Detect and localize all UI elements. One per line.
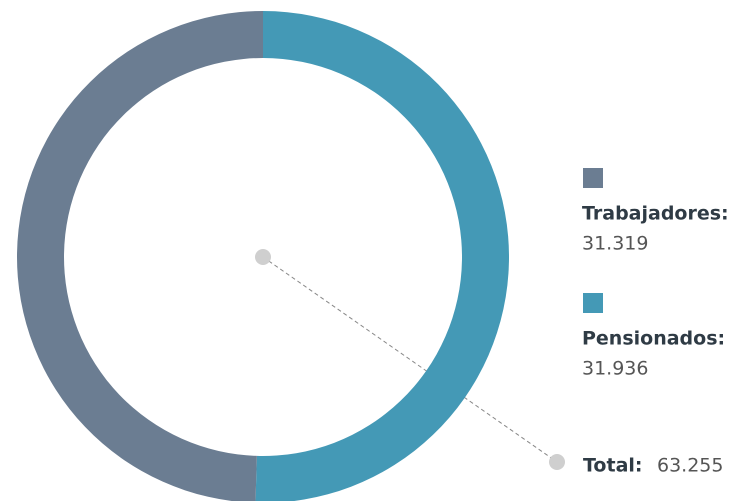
- leader-line: [262, 256, 558, 463]
- legend-value: 31.319: [582, 233, 648, 255]
- total-value: 63.255: [657, 455, 723, 477]
- legend-value: 31.936: [582, 358, 648, 380]
- total-dot: [549, 454, 565, 470]
- legend-swatch: [583, 293, 603, 313]
- legend-label: Pensionados:: [582, 328, 725, 350]
- legend-swatch: [583, 168, 603, 188]
- legend-label: Trabajadores:: [582, 203, 729, 225]
- total-label: Total:: [583, 455, 643, 477]
- center-dot: [255, 249, 271, 265]
- donut-segment: [255, 11, 509, 501]
- donut-segment: [16, 11, 263, 501]
